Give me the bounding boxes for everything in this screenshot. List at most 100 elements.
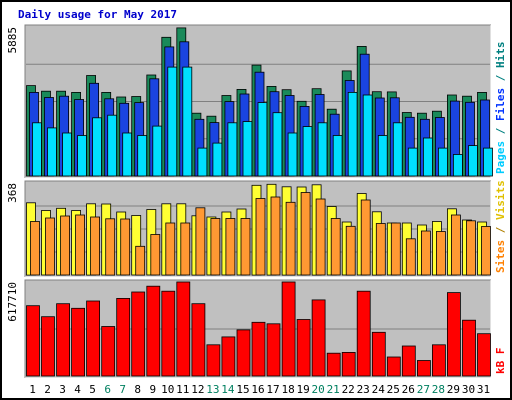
x-tick-label-17: 17 bbox=[266, 383, 279, 396]
bar-kb-f-day-8 bbox=[131, 291, 146, 377]
bar-sites-day-20 bbox=[315, 198, 326, 276]
bar-pages-day-29 bbox=[452, 154, 463, 177]
bar-pages-day-9 bbox=[152, 125, 163, 177]
bar-kb-f-day-4 bbox=[71, 307, 85, 377]
x-tick-label-20: 20 bbox=[311, 383, 324, 396]
x-tick-label-4: 4 bbox=[74, 383, 81, 396]
x-tick-label-11: 11 bbox=[176, 383, 189, 396]
bar-pages-day-10 bbox=[167, 66, 178, 177]
bar-sites-day-18 bbox=[285, 201, 296, 276]
bar-sites-day-11 bbox=[180, 222, 191, 276]
bar-kb-f-day-14 bbox=[221, 336, 236, 377]
bar-sites-day-29 bbox=[450, 214, 461, 276]
bar-kb-f-day-9 bbox=[146, 285, 161, 377]
bar-sites-day-10 bbox=[165, 222, 176, 276]
bar-sites-day-25 bbox=[390, 222, 401, 276]
panel-border-light bbox=[25, 280, 492, 379]
bar-kb-f-day-22 bbox=[341, 351, 356, 377]
x-tick-label-10: 10 bbox=[161, 383, 174, 396]
bar-kb-f-day-30 bbox=[462, 319, 476, 377]
x-tick-label-16: 16 bbox=[251, 383, 264, 396]
legend-entry: kB F bbox=[494, 348, 507, 375]
bar-pages-day-19 bbox=[302, 126, 313, 177]
bar-pages-day-30 bbox=[468, 145, 478, 177]
bar-pages-day-3 bbox=[62, 132, 72, 177]
legend-entry: Sites bbox=[494, 240, 507, 273]
bar-pages-day-31 bbox=[483, 147, 493, 177]
bar-pages-day-1 bbox=[32, 122, 42, 177]
panel-border-light bbox=[25, 181, 492, 278]
y-max-label: 5885 bbox=[6, 27, 19, 54]
bar-kb-f-day-28 bbox=[431, 344, 446, 377]
bar-pages-day-18 bbox=[287, 132, 298, 177]
bar-pages-day-16 bbox=[257, 102, 268, 177]
bar-sites-day-13 bbox=[210, 218, 221, 276]
panel-border-dark bbox=[24, 180, 491, 277]
bar-kb-f-day-3 bbox=[56, 303, 70, 377]
bar-pages-day-28 bbox=[437, 147, 448, 177]
x-tick-label-6: 6 bbox=[104, 383, 111, 396]
bar-sites-day-12 bbox=[195, 207, 206, 276]
bar-sites-day-2 bbox=[45, 217, 55, 276]
bar-kb-f-day-12 bbox=[191, 303, 206, 377]
bar-pages-day-24 bbox=[377, 135, 388, 177]
bar-pages-day-13 bbox=[212, 142, 223, 177]
x-tick-label-31: 31 bbox=[477, 383, 490, 396]
bar-kb-f-day-23 bbox=[356, 290, 371, 377]
legend-kbytes: kB F bbox=[494, 348, 507, 375]
bar-kb-f-day-25 bbox=[386, 356, 401, 377]
x-tick-label-23: 23 bbox=[357, 383, 370, 396]
bar-sites-day-27 bbox=[420, 230, 431, 276]
legend-entry: / bbox=[494, 68, 507, 88]
bar-kb-f-day-24 bbox=[371, 331, 386, 377]
bar-sites-day-15 bbox=[240, 218, 251, 276]
x-tick-label-2: 2 bbox=[44, 383, 51, 396]
bar-kb-f-day-31 bbox=[477, 333, 491, 377]
bar-kb-f-day-29 bbox=[446, 292, 461, 377]
panel-hits: 5885 Pages / Files / Hits bbox=[6, 24, 507, 179]
bar-sites-day-8 bbox=[135, 245, 146, 276]
bar-sites-day-9 bbox=[150, 234, 161, 276]
x-tick-label-27: 27 bbox=[417, 383, 430, 396]
legend-entry: Hits bbox=[494, 42, 507, 69]
bar-sites-day-3 bbox=[60, 215, 70, 276]
x-tick-label-13: 13 bbox=[206, 383, 219, 396]
bar-sites-day-14 bbox=[225, 218, 236, 276]
x-tick-label-12: 12 bbox=[191, 383, 204, 396]
bar-pages-day-6 bbox=[107, 114, 118, 177]
bar-kb-f-day-18 bbox=[281, 281, 296, 377]
bar-sites-day-16 bbox=[255, 198, 266, 276]
x-tick-label-14: 14 bbox=[221, 383, 235, 396]
x-tick-label-25: 25 bbox=[387, 383, 400, 396]
x-tick-label-19: 19 bbox=[296, 383, 309, 396]
bar-pages-day-17 bbox=[272, 112, 283, 177]
bar-pages-day-20 bbox=[317, 122, 328, 177]
bar-kb-f-day-21 bbox=[326, 352, 341, 377]
bar-sites-day-5 bbox=[90, 216, 100, 276]
bar-kb-f-day-10 bbox=[161, 290, 176, 377]
bar-sites-day-17 bbox=[270, 196, 281, 276]
x-tick-label-18: 18 bbox=[281, 383, 294, 396]
bar-pages-day-26 bbox=[407, 147, 418, 177]
bar-pages-day-5 bbox=[92, 117, 102, 177]
bar-pages-day-14 bbox=[227, 122, 238, 177]
panel-visits: 368 Sites / Visits bbox=[6, 180, 507, 278]
x-tick-label-15: 15 bbox=[236, 383, 249, 396]
legend-entry: / bbox=[494, 121, 507, 141]
x-tick-label-30: 30 bbox=[462, 383, 475, 396]
legend-visits: Sites / Visits bbox=[494, 180, 507, 273]
bar-kb-f-day-27 bbox=[416, 360, 431, 377]
x-tick-label-9: 9 bbox=[149, 383, 156, 396]
bar-kb-f-day-20 bbox=[311, 299, 326, 377]
x-tick-label-29: 29 bbox=[447, 383, 460, 396]
bar-kb-f-day-17 bbox=[266, 323, 281, 377]
bar-kb-f-day-1 bbox=[26, 305, 40, 377]
bar-kb-f-day-26 bbox=[401, 345, 416, 377]
panel-border-light bbox=[25, 25, 492, 179]
legend-entry: Files bbox=[494, 88, 507, 121]
x-tick-label-5: 5 bbox=[89, 383, 96, 396]
bar-sites-day-4 bbox=[75, 214, 85, 276]
bar-pages-day-22 bbox=[347, 92, 358, 177]
bar-pages-day-4 bbox=[77, 135, 87, 177]
